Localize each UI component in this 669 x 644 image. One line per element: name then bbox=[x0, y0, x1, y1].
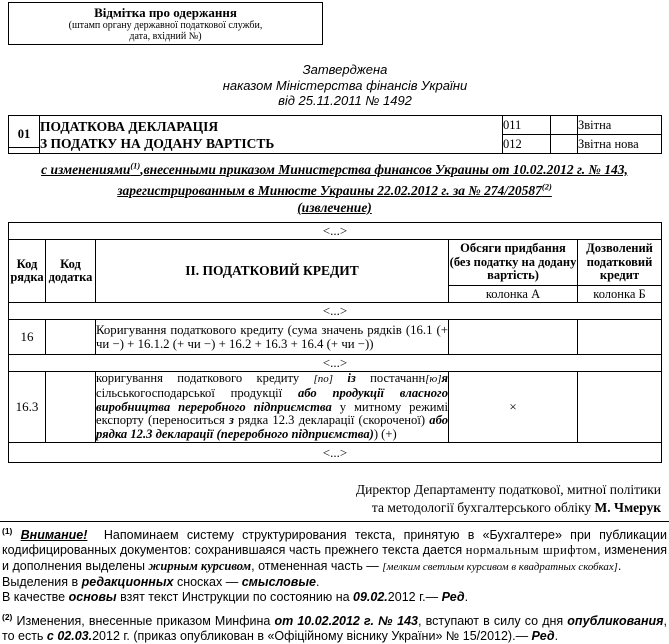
col-a-label: колонка А bbox=[448, 285, 578, 303]
footnote-separator bbox=[0, 521, 669, 522]
footnotes-block: (1) Внимание! Напоминаем систему структу… bbox=[2, 524, 667, 644]
declaration-header-table: 01 ПОДАТКОВА ДЕКЛАРАЦІЯ З ПОДАТКУ НА ДОД… bbox=[8, 115, 662, 154]
table-ellipsis-row: <...> bbox=[8, 222, 662, 240]
row-16-3-col-b-value bbox=[577, 371, 662, 443]
declaration-title-cell: ПОДАТКОВА ДЕКЛАРАЦІЯ З ПОДАТКУ НА ДОДАНУ… bbox=[39, 115, 503, 154]
receipt-stamp-subtitle-line1: (штамп органу державної податкової служб… bbox=[68, 20, 263, 31]
receipt-stamp-title: Відмітка про одержання bbox=[94, 5, 237, 20]
col-header-appendix-code: Код додатка bbox=[45, 239, 96, 303]
table-ellipsis-row: <...> bbox=[8, 354, 662, 372]
tax-credit-table: <...> Код рядка Код додатка II. ПОДАТКОВ… bbox=[8, 222, 662, 463]
footnote-1-editorial: Выделения в редакционных сносках — смысл… bbox=[2, 575, 320, 590]
amendments-line-2-text: зарегистрированным в Минюсте Украины 22.… bbox=[117, 181, 552, 198]
signature-title-line2: та методології бухгалтерського обліку М.… bbox=[356, 499, 661, 517]
amendments-line-3-text: (извлечение) bbox=[297, 200, 372, 215]
col-header-row-code: Код рядка bbox=[8, 239, 46, 303]
receipt-stamp-box: Відмітка про одержання (штамп органу дер… bbox=[8, 2, 323, 45]
signature-title-line1: Директор Департаменту податкової, митної… bbox=[355, 482, 661, 497]
row-16-col-a-value bbox=[448, 319, 578, 355]
declaration-title-line1: ПОДАТКОВА ДЕКЛАРАЦІЯ bbox=[40, 118, 219, 134]
approved-by-block: Затверджена наказом Міністерства фінансі… bbox=[150, 62, 540, 109]
section-title: II. ПОДАТКОВИЙ КРЕДИТ bbox=[95, 239, 449, 303]
report-type-label-011: Звітна bbox=[577, 115, 662, 135]
amendments-line-1: с изменениями(1),внесенными приказом Мин… bbox=[0, 157, 669, 178]
col-header-purchase-volumes: Обсяги придбання (без податку на додану … bbox=[448, 239, 578, 286]
table-ellipsis-row: <...> bbox=[8, 442, 662, 463]
report-type-code-012: 012 bbox=[502, 134, 551, 154]
approved-line-2: наказом Міністерства фінансів України bbox=[222, 77, 468, 93]
amendments-note: с изменениями(1),внесенными приказом Мин… bbox=[0, 157, 669, 217]
row-16-3-description: коригування податкового кредиту [по] із … bbox=[95, 371, 449, 443]
row-16-description: Коригування податкового кредиту (сума зн… bbox=[95, 319, 449, 355]
row-16-3-appendix bbox=[45, 371, 96, 443]
row-16-appendix bbox=[45, 319, 96, 355]
form-row-code-cell: 01 bbox=[8, 115, 40, 154]
amendments-line-2: зарегистрированным в Минюсте Украины 22.… bbox=[0, 178, 669, 199]
row-16-3-col-a-value: × bbox=[448, 371, 578, 443]
table-ellipsis-row: <...> bbox=[8, 302, 662, 320]
report-type-checkbox-011 bbox=[550, 115, 578, 135]
amendments-line-1-text: с изменениями(1),внесенными приказом Мин… bbox=[41, 160, 628, 177]
approved-line-3: від 25.11.2011 № 1492 bbox=[278, 93, 412, 108]
approved-line-1: Затверджена bbox=[302, 62, 388, 77]
form-row-code: 01 bbox=[9, 121, 39, 148]
footnote-1: (1) Внимание! Напоминаем систему структу… bbox=[2, 526, 667, 573]
report-type-label-012: Звітна нова bbox=[577, 134, 662, 154]
row-16-code: 16 bbox=[8, 319, 46, 355]
report-type-code-011: 011 bbox=[502, 115, 551, 135]
amendments-line-3: (извлечение) bbox=[0, 199, 669, 217]
report-type-checkbox-012 bbox=[550, 134, 578, 154]
signature-title-line2-text: та методології бухгалтерського обліку bbox=[371, 499, 595, 515]
signer-name: М. Чмерук bbox=[594, 499, 661, 515]
footnote-1-basis: В качестве основы взят текст Инструкции … bbox=[2, 590, 469, 605]
col-header-allowed-credit: Дозволений податковий кредит bbox=[577, 239, 662, 286]
row-16-col-b-value bbox=[577, 319, 662, 355]
row-16-3-code: 16.3 bbox=[8, 371, 46, 443]
declaration-title-line2: З ПОДАТКУ НА ДОДАНУ ВАРТІСТЬ bbox=[40, 135, 275, 151]
col-b-label: колонка Б bbox=[577, 285, 662, 303]
receipt-stamp-subtitle-line2: дата, вхідний №) bbox=[129, 31, 202, 42]
footnote-2: (2) Изменения, внесенные приказом Минфин… bbox=[2, 611, 667, 644]
signature-block: Директор Департаменту податкової, митної… bbox=[356, 481, 661, 516]
